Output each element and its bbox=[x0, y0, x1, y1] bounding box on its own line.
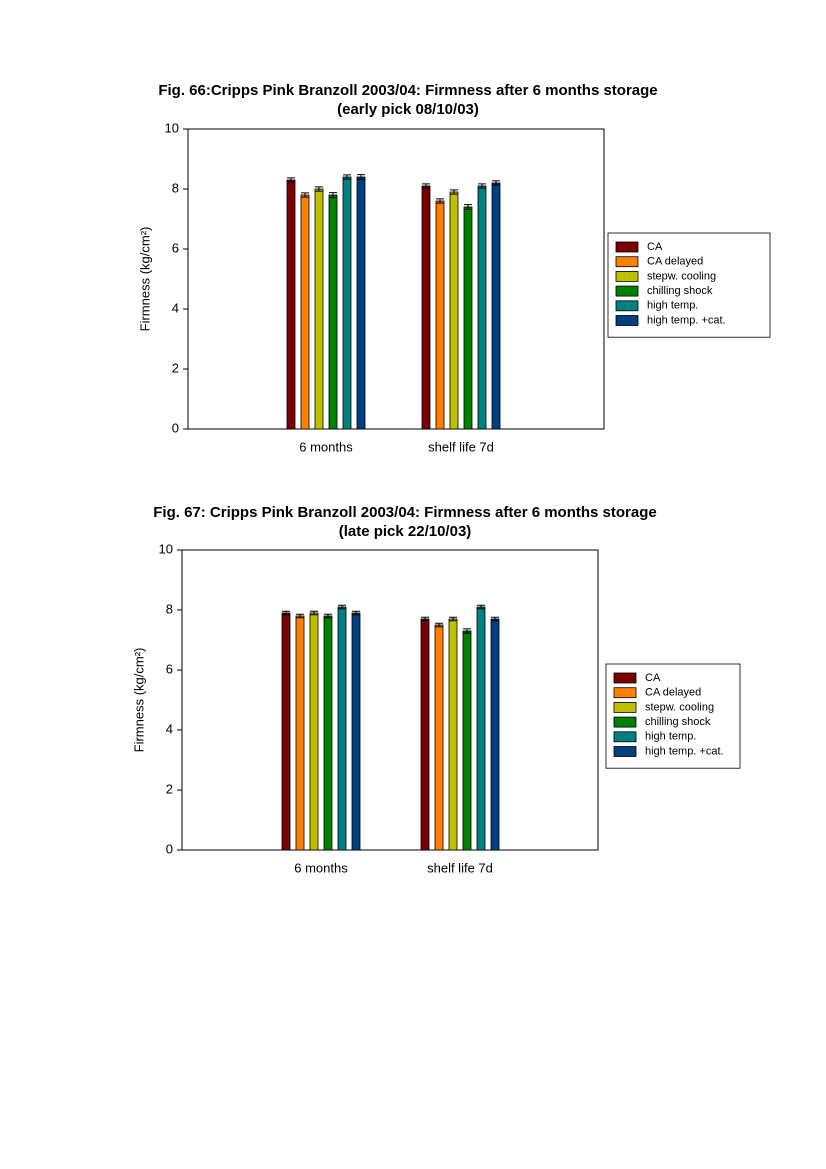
legend-swatch bbox=[615, 285, 639, 297]
bar bbox=[434, 624, 444, 851]
chart-subtitle: (early pick 08/10/03) bbox=[337, 101, 479, 118]
bar bbox=[300, 194, 310, 430]
legend-label: stepw. cooling bbox=[645, 701, 714, 713]
legend-label: chilling shock bbox=[647, 285, 713, 297]
error-bar bbox=[287, 177, 295, 183]
legend-label: CA bbox=[647, 241, 663, 253]
y-axis-label: Firmness (kg/cm²) bbox=[131, 648, 146, 753]
legend-swatch bbox=[613, 716, 637, 728]
bar bbox=[463, 206, 473, 430]
bar bbox=[421, 185, 431, 430]
bar bbox=[309, 612, 319, 851]
legend-swatch bbox=[615, 256, 639, 268]
bar bbox=[476, 606, 486, 851]
error-bar bbox=[310, 610, 318, 616]
error-bar bbox=[492, 180, 500, 186]
legend-label: high temp. +cat. bbox=[647, 314, 726, 326]
error-bar bbox=[352, 610, 360, 616]
error-bar bbox=[343, 174, 351, 180]
x-tick-label: 6 months bbox=[299, 439, 353, 454]
error-bar bbox=[478, 183, 486, 189]
y-tick-label: 0 bbox=[172, 420, 179, 435]
x-tick-label: shelf life 7d bbox=[427, 860, 493, 875]
bar bbox=[281, 612, 291, 851]
bar bbox=[449, 191, 459, 430]
error-bar bbox=[449, 616, 457, 622]
legend-swatch bbox=[613, 702, 637, 713]
error-bar bbox=[436, 198, 444, 204]
bar bbox=[490, 618, 500, 851]
y-tick-label: 6 bbox=[172, 240, 179, 255]
y-tick-label: 6 bbox=[166, 661, 173, 676]
y-tick-label: 10 bbox=[159, 541, 173, 556]
error-bar bbox=[464, 204, 472, 210]
legend-label: CA delayed bbox=[647, 256, 703, 268]
bar bbox=[286, 179, 296, 430]
legend-label: high temp. bbox=[645, 731, 696, 743]
bar bbox=[323, 615, 333, 851]
y-tick-label: 0 bbox=[166, 841, 173, 856]
bar bbox=[462, 630, 472, 851]
legend-swatch bbox=[615, 315, 639, 326]
error-bar bbox=[301, 192, 309, 198]
error-bar bbox=[296, 613, 304, 619]
bar bbox=[420, 618, 430, 851]
legend-label: chilling shock bbox=[645, 716, 711, 728]
error-bar bbox=[435, 622, 443, 628]
error-bar bbox=[491, 616, 499, 622]
chart-subtitle: (late pick 22/10/03) bbox=[339, 523, 472, 540]
bar bbox=[351, 612, 361, 851]
bar bbox=[337, 606, 347, 851]
bar bbox=[477, 185, 487, 430]
legend-label: stepw. cooling bbox=[647, 270, 716, 282]
y-tick-label: 10 bbox=[165, 120, 179, 135]
bar bbox=[448, 618, 458, 851]
plot-frame bbox=[187, 128, 605, 430]
bar bbox=[328, 194, 338, 430]
legend-swatch bbox=[615, 300, 639, 312]
y-tick-label: 8 bbox=[166, 601, 173, 616]
legend-swatch bbox=[613, 672, 637, 684]
error-bar bbox=[324, 613, 332, 619]
error-bar bbox=[450, 189, 458, 195]
y-tick-label: 8 bbox=[172, 180, 179, 195]
error-bar bbox=[421, 616, 429, 622]
error-bar bbox=[338, 604, 346, 610]
error-bar bbox=[463, 628, 471, 634]
y-tick-label: 2 bbox=[166, 781, 173, 796]
error-bar bbox=[422, 183, 430, 189]
y-axis-label: Firmness (kg/cm²) bbox=[137, 227, 152, 332]
bar bbox=[435, 200, 445, 430]
legend-swatch bbox=[613, 746, 637, 757]
x-tick-label: 6 months bbox=[294, 860, 348, 875]
chart-title: Fig. 66:Cripps Pink Branzoll 2003/04: Fi… bbox=[158, 82, 657, 99]
legend-swatch bbox=[613, 687, 637, 699]
bar bbox=[295, 615, 305, 851]
legend-swatch bbox=[615, 270, 639, 282]
bar bbox=[314, 188, 324, 430]
chart-title: Fig. 67: Cripps Pink Branzoll 2003/04: F… bbox=[153, 504, 656, 521]
bar bbox=[491, 182, 501, 430]
plot-frame bbox=[181, 549, 599, 851]
error-bar bbox=[477, 604, 485, 610]
error-bar bbox=[315, 186, 323, 192]
legend-label: CA bbox=[645, 672, 661, 684]
bar bbox=[342, 176, 352, 430]
legend-swatch bbox=[615, 241, 639, 253]
bar bbox=[356, 176, 366, 430]
legend-label: high temp. +cat. bbox=[645, 745, 724, 757]
legend-label: high temp. bbox=[647, 300, 698, 312]
y-tick-label: 4 bbox=[172, 300, 179, 315]
x-tick-label: shelf life 7d bbox=[428, 439, 494, 454]
error-bar bbox=[282, 610, 290, 616]
y-tick-label: 4 bbox=[166, 721, 173, 736]
y-tick-label: 2 bbox=[172, 360, 179, 375]
error-bar bbox=[329, 192, 337, 198]
error-bar bbox=[357, 174, 365, 180]
legend-label: CA delayed bbox=[645, 687, 701, 699]
legend-swatch bbox=[613, 731, 637, 743]
